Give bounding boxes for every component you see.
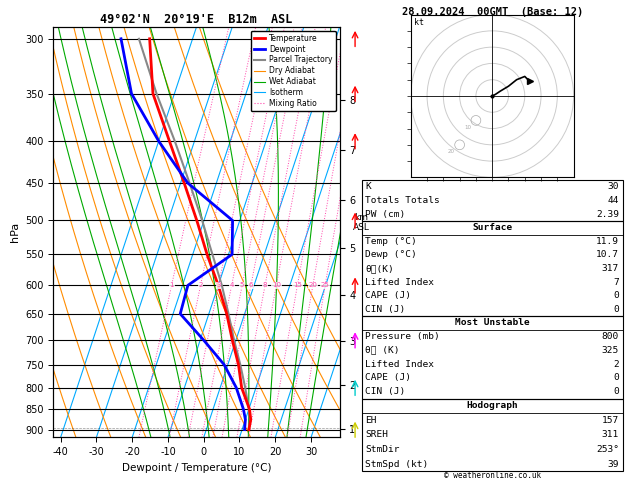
Text: CIN (J): CIN (J) <box>365 305 406 313</box>
Text: © weatheronline.co.uk: © weatheronline.co.uk <box>443 471 541 480</box>
Text: 10.7: 10.7 <box>596 250 619 260</box>
Text: CIN (J): CIN (J) <box>365 387 406 396</box>
Text: 39: 39 <box>608 460 619 469</box>
Text: 0: 0 <box>613 387 619 396</box>
Text: 8: 8 <box>263 282 267 288</box>
Text: 20: 20 <box>448 149 455 154</box>
Text: 10: 10 <box>464 124 471 130</box>
Text: Lifted Index: Lifted Index <box>365 360 435 368</box>
Text: 25: 25 <box>321 282 330 288</box>
Text: 325: 325 <box>602 346 619 355</box>
Text: 800: 800 <box>602 332 619 341</box>
Text: θᴇ(K): θᴇ(K) <box>365 264 394 273</box>
Y-axis label: hPa: hPa <box>9 222 19 242</box>
Text: 10: 10 <box>272 282 281 288</box>
Text: Surface: Surface <box>472 224 512 232</box>
Text: StmSpd (kt): StmSpd (kt) <box>365 460 429 469</box>
Text: StmDir: StmDir <box>365 445 400 454</box>
Text: 6: 6 <box>248 282 253 288</box>
Legend: Temperature, Dewpoint, Parcel Trajectory, Dry Adiabat, Wet Adiabat, Isotherm, Mi: Temperature, Dewpoint, Parcel Trajectory… <box>251 31 336 111</box>
Text: Temp (°C): Temp (°C) <box>365 237 417 246</box>
Text: Totals Totals: Totals Totals <box>365 196 440 205</box>
Text: 3: 3 <box>216 282 221 288</box>
Text: 311: 311 <box>602 431 619 439</box>
Text: 4: 4 <box>230 282 234 288</box>
Text: 5: 5 <box>240 282 244 288</box>
Text: kt: kt <box>414 18 424 27</box>
Text: 253°: 253° <box>596 445 619 454</box>
Text: 30: 30 <box>608 182 619 191</box>
Title: 49°02'N  20°19'E  B12m  ASL: 49°02'N 20°19'E B12m ASL <box>101 13 292 26</box>
Text: CAPE (J): CAPE (J) <box>365 373 411 382</box>
Text: 2.39: 2.39 <box>596 210 619 219</box>
Text: Dewp (°C): Dewp (°C) <box>365 250 417 260</box>
Text: 28.09.2024  00GMT  (Base: 12): 28.09.2024 00GMT (Base: 12) <box>401 7 583 17</box>
Y-axis label: km
ASL: km ASL <box>353 213 370 232</box>
Text: K: K <box>365 182 371 191</box>
Text: Lifted Index: Lifted Index <box>365 278 435 287</box>
Text: SREH: SREH <box>365 431 389 439</box>
Text: CAPE (J): CAPE (J) <box>365 291 411 300</box>
Text: Hodograph: Hodograph <box>466 401 518 410</box>
Text: 0: 0 <box>613 373 619 382</box>
Text: Pressure (mb): Pressure (mb) <box>365 332 440 341</box>
Text: 157: 157 <box>602 416 619 425</box>
Text: 20: 20 <box>308 282 317 288</box>
Text: 317: 317 <box>602 264 619 273</box>
Text: 1: 1 <box>169 282 174 288</box>
Text: 7: 7 <box>613 278 619 287</box>
X-axis label: Dewpoint / Temperature (°C): Dewpoint / Temperature (°C) <box>122 463 271 473</box>
Text: 44: 44 <box>608 196 619 205</box>
Text: 15: 15 <box>293 282 302 288</box>
Text: EH: EH <box>365 416 377 425</box>
Text: Most Unstable: Most Unstable <box>455 318 530 327</box>
Text: 0: 0 <box>613 291 619 300</box>
Text: 0: 0 <box>613 305 619 313</box>
Text: PW (cm): PW (cm) <box>365 210 406 219</box>
Text: 2: 2 <box>613 360 619 368</box>
Text: 11.9: 11.9 <box>596 237 619 246</box>
Text: θᴇ (K): θᴇ (K) <box>365 346 400 355</box>
Text: 2: 2 <box>198 282 203 288</box>
